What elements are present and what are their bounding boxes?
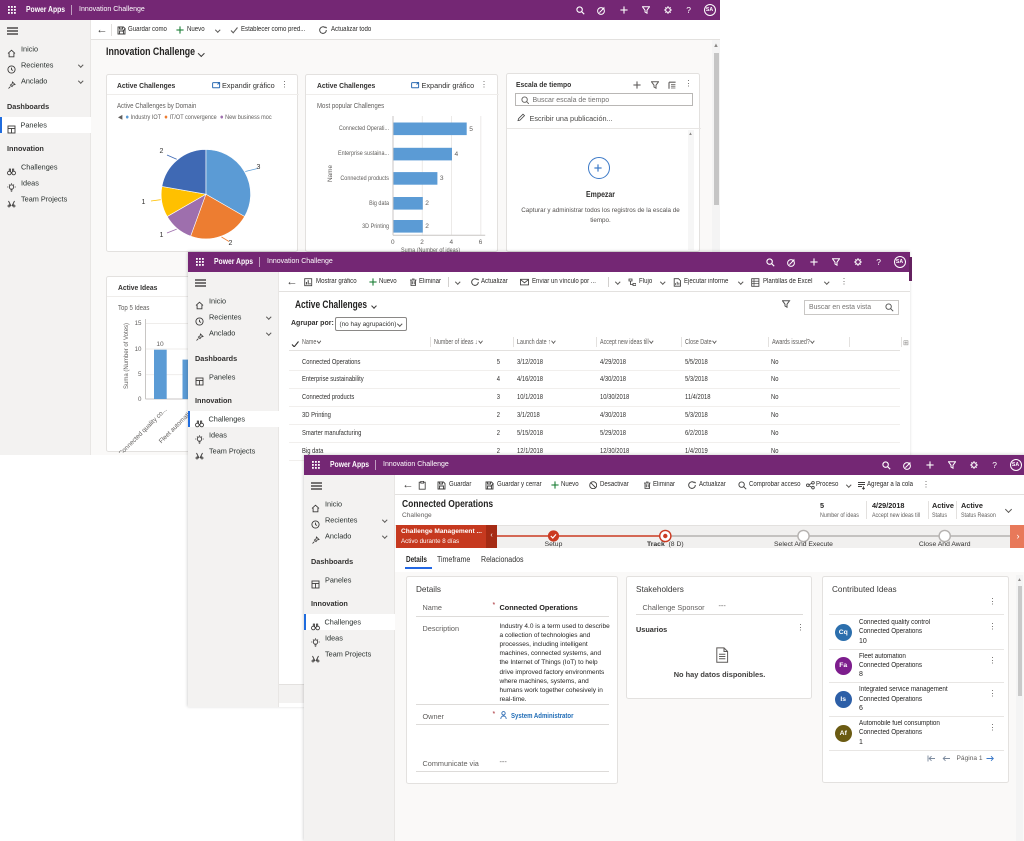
svg-text:Connected quality co...: Connected quality co... — [117, 406, 168, 453]
svg-text:10: 10 — [156, 341, 164, 348]
